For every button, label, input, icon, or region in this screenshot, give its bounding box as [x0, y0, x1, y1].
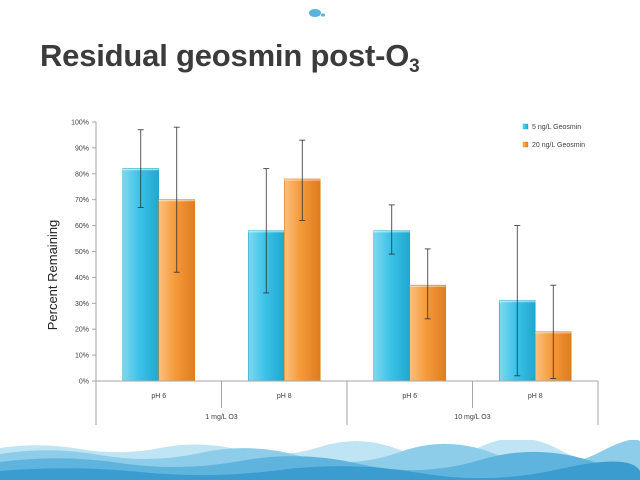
bar-chart: 0% 10% 20% 30% 40% 50% 60% 70% 80% 90% 100% pH 6 pH … [45, 120, 599, 425]
x-group-label: 1 mg/L O3 [205, 414, 238, 421]
legend-label: 20 ng/L Geosmin [532, 142, 585, 149]
legend-swatch [522, 141, 529, 148]
bar-series-1 [373, 230, 411, 382]
legend-swatch [522, 123, 529, 130]
water-wave-icon [0, 440, 640, 480]
y-tick-label: 10% [75, 353, 89, 360]
y-tick-label: 30% [75, 301, 89, 308]
x-group-label: 10 mg/L O3 [454, 414, 490, 421]
slide-title: Residual geosmin post-O3 [40, 38, 420, 78]
x-category-label: pH 8 [277, 393, 292, 400]
y-tick-label: 50% [75, 249, 89, 256]
y-tick-label: 60% [75, 223, 89, 230]
y-tick-label: 80% [75, 171, 89, 178]
x-category-label: pH 6 [402, 393, 417, 400]
y-tick-label: 70% [75, 197, 89, 204]
x-category-label: pH 8 [528, 393, 543, 400]
x-category-label: pH 6 [151, 393, 166, 400]
y-tick-label: 0% [79, 379, 89, 386]
title-subscript: 3 [409, 56, 420, 77]
y-axis-title: Percent Remaining [45, 220, 60, 331]
legend-label: 5 ng/L Geosmin [532, 124, 581, 131]
title-main-text: Residual geosmin post-O [40, 38, 410, 73]
y-tick-label: 90% [75, 145, 89, 152]
y-tick-label: 100% [71, 120, 89, 127]
water-drop-logo-icon [309, 9, 325, 17]
y-tick-label: 40% [75, 275, 89, 282]
y-tick-label: 20% [75, 327, 89, 334]
